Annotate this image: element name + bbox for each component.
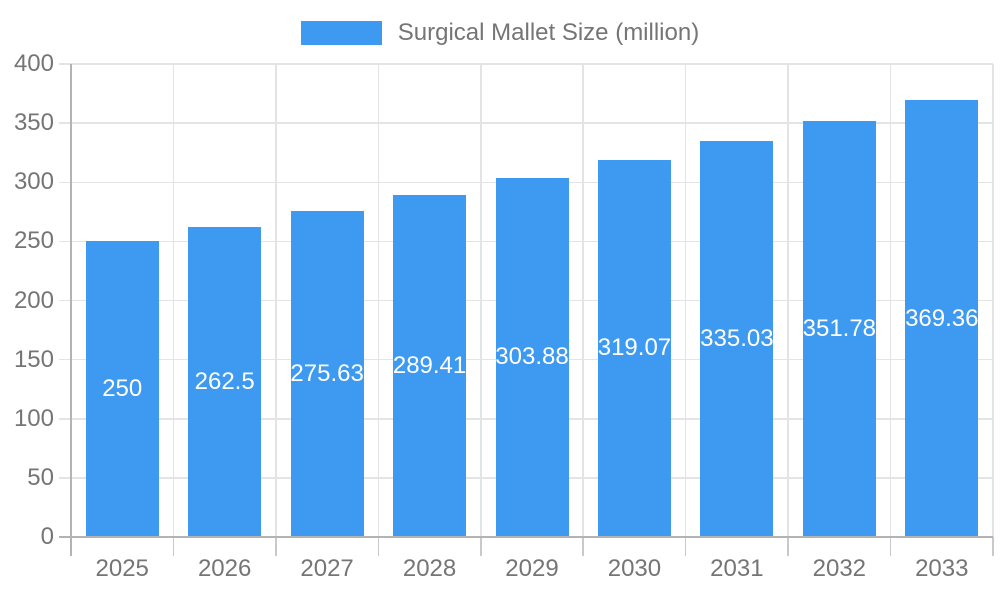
- legend-label: Surgical Mallet Size (million): [397, 19, 700, 46]
- x-axis-label: 2033: [915, 555, 969, 582]
- x-axis-label: 2030: [607, 555, 662, 582]
- y-axis-label: 0: [40, 523, 54, 550]
- x-axis-line: [59, 536, 993, 538]
- x-axis-label: 2026: [197, 555, 252, 582]
- v-gridline: [889, 64, 892, 537]
- x-axis-label: 2027: [300, 555, 354, 582]
- bar-value-label: 369.36: [905, 304, 979, 332]
- x-axis-tick: [582, 537, 584, 556]
- bar: 335.03: [700, 140, 774, 537]
- y-axis-label: 150: [13, 345, 54, 373]
- bar: 303.88: [495, 177, 569, 537]
- x-axis-tick: [684, 537, 687, 556]
- v-gridline: [275, 64, 277, 537]
- bar-value-label: 303.88: [495, 343, 569, 371]
- x-axis-tick: [275, 537, 277, 556]
- x-axis-tick: [480, 537, 482, 556]
- x-axis-tick: [992, 537, 994, 556]
- chart-legend: Surgical Mallet Size (million): [0, 19, 1000, 47]
- x-axis-label: 2028: [402, 555, 457, 582]
- v-gridline: [377, 64, 380, 537]
- v-gridline: [787, 64, 789, 537]
- y-axis-label: 250: [13, 227, 54, 255]
- y-axis-label: 200: [13, 286, 54, 314]
- bar: 289.41: [392, 194, 467, 537]
- v-gridline: [992, 64, 994, 537]
- bar: 369.36: [905, 100, 978, 537]
- bar-value-label: 250: [102, 375, 143, 403]
- x-axis-tick: [787, 537, 789, 556]
- x-axis-label: 2025: [95, 555, 149, 582]
- bar: 319.07: [597, 159, 672, 537]
- bar-value-label: 335.03: [700, 324, 774, 352]
- bar: 275.63: [290, 211, 364, 537]
- bar-value-label: 319.07: [597, 334, 672, 362]
- bar-value-label: 275.63: [290, 360, 364, 388]
- legend-swatch: [300, 21, 382, 45]
- y-axis-label: 100: [13, 404, 54, 432]
- bar-value-label: 289.41: [392, 351, 467, 379]
- v-gridline: [582, 64, 584, 537]
- x-axis-tick: [172, 537, 175, 556]
- v-gridline: [684, 64, 687, 537]
- y-axis-label: 350: [13, 109, 54, 137]
- y-axis-line: [70, 64, 72, 556]
- bar: 351.78: [803, 121, 876, 537]
- h-gridline: [59, 63, 993, 65]
- x-axis-label: 2031: [710, 555, 764, 582]
- y-axis-label: 50: [27, 463, 54, 491]
- v-gridline: [172, 64, 175, 537]
- bar: 262.5: [188, 226, 262, 537]
- x-axis-label: 2029: [505, 555, 559, 582]
- x-axis-tick: [889, 537, 892, 556]
- v-gridline: [480, 64, 482, 537]
- y-axis-label: 400: [13, 50, 54, 77]
- x-axis-label: 2032: [812, 555, 867, 582]
- bar-value-label: 351.78: [802, 315, 877, 342]
- bar: 250: [85, 241, 159, 537]
- y-axis-label: 300: [13, 168, 54, 196]
- x-axis-tick: [377, 537, 380, 556]
- h-gridline: [59, 122, 993, 124]
- bar-value-label: 262.5: [194, 367, 255, 395]
